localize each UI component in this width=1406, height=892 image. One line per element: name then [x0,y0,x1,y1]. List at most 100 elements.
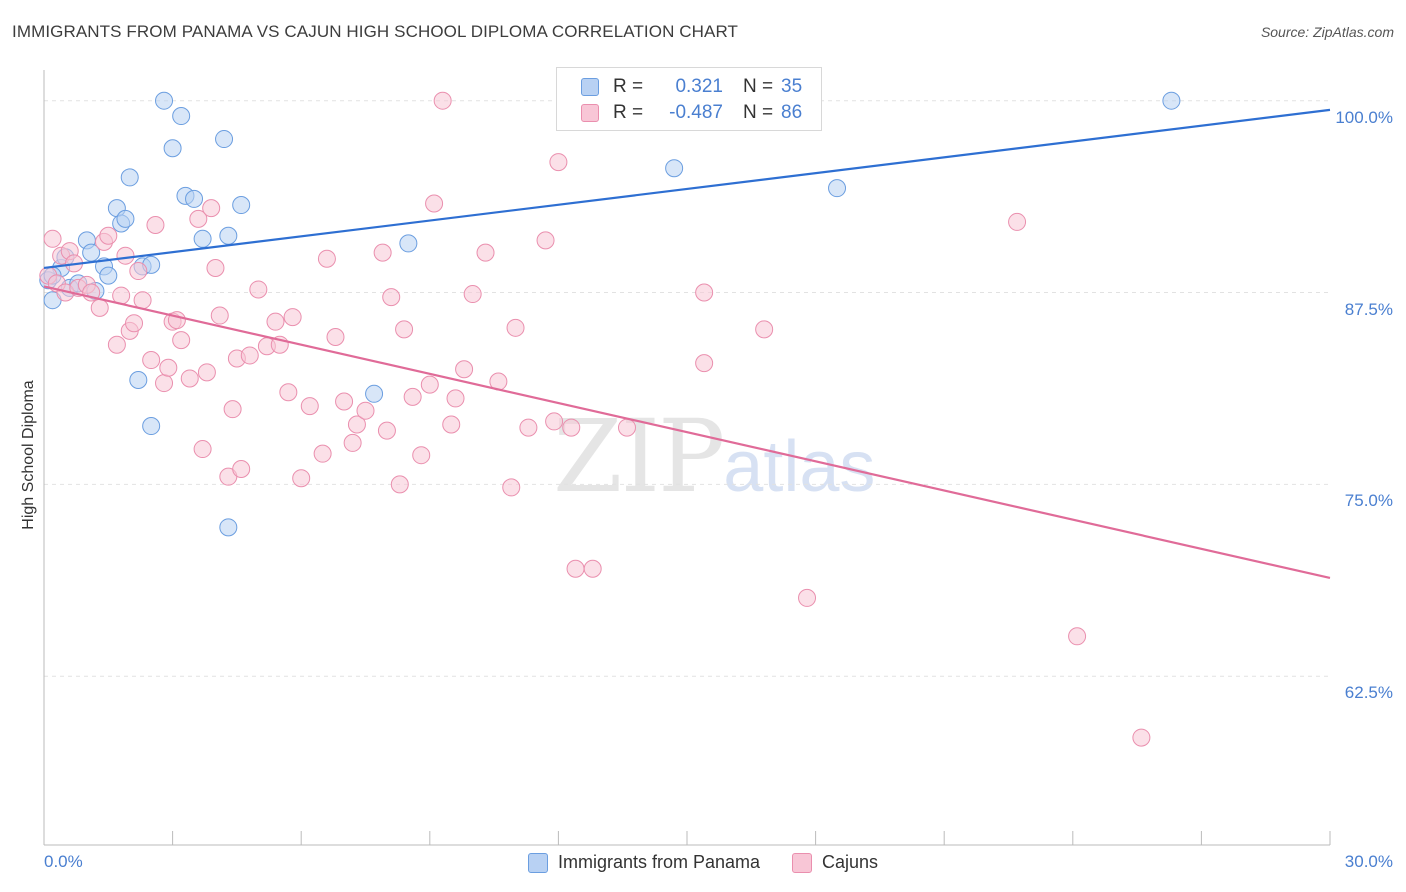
y-tick-label: 75.0% [1344,491,1393,511]
y-axis-label: High School Diploma [20,380,37,530]
cajun-point [335,392,354,411]
panama-point [399,234,418,253]
panama-point [99,266,118,285]
cajun-point [545,412,564,431]
cajun-point [223,400,242,419]
cajun-point [373,243,392,262]
cajun-point [536,231,555,250]
cajun-point [343,433,362,452]
cajun-point [283,308,302,327]
legend-r-label: R = [613,76,644,97]
x-tick-label-max: 30.0% [1344,852,1393,871]
cajun-point [755,320,774,339]
cajun-point [155,374,174,393]
cajun-point [197,363,216,382]
panama-point [365,384,384,403]
panama-point [193,229,212,248]
panama-point [116,209,135,228]
legend-label-cajuns: Cajuns [822,852,879,872]
cajun-point [189,209,208,228]
cajun-point [356,401,375,420]
cajun-point [279,383,298,402]
panama-point [163,139,182,158]
legend-row-panama: R = 0.321 N = 35 [581,76,802,98]
cajun-point [266,312,285,331]
panama-point [155,91,174,110]
watermark-atlas: atlas [723,427,876,507]
cajun-point [317,249,336,268]
legend-item-panama: Immigrants from Panama [527,852,760,873]
cajun-point [202,199,221,218]
panama-point [219,518,238,537]
cajun-trend-line [43,285,1331,580]
panama-point [215,130,234,149]
cajun-point [463,285,482,304]
legend-n-label: N = [743,76,774,97]
panama-trend-line [43,108,1331,270]
panama-point [120,168,139,187]
cajun-point [420,375,439,394]
legend-swatch-blue [527,852,548,873]
panama-point [129,371,148,389]
chart-title: IMMIGRANTS FROM PANAMA VS CAJUN HIGH SCH… [12,22,739,41]
cajun-point [90,298,109,317]
panama-point [142,417,161,436]
legend-swatch-pink [792,852,813,873]
y-tick-label: 87.5% [1344,299,1393,319]
cajun-point [116,246,135,265]
cajun-point [146,216,165,234]
cajun-point [1068,627,1087,646]
cajun-point [433,91,452,110]
cajun-point [43,229,62,248]
cajun-point [180,369,199,388]
cajun-point [562,418,581,437]
legend-row-cajuns: R = -0.487 N = 86 [581,102,802,124]
legend-r-label: R = [613,102,644,123]
legend-swatch-blue [581,78,599,96]
cajun-point [232,460,251,479]
stats-legend: R = 0.321 N = 35 R = -0.487 N = 86 [556,67,822,131]
legend-n-value: 35 [781,76,803,97]
cajun-point [107,335,126,354]
cajun-point [193,440,212,459]
y-tick-label: 100.0% [1335,107,1393,127]
legend-n-value: 86 [781,102,803,123]
cajun-point [549,153,568,172]
watermark: ZIPatlas [553,398,875,515]
legend-n-label: N = [743,102,774,123]
panama-point [185,189,204,208]
cajun-point [1132,728,1151,747]
watermark-zip: ZIP [553,398,725,515]
cajun-point [300,397,319,416]
cajun-point [390,475,409,494]
cajun-point [326,328,345,347]
panama-point [172,107,191,126]
cajun-point [159,358,178,377]
legend-r-value: -0.487 [669,102,723,123]
cajun-point [617,418,636,437]
series-legend: Immigrants from Panama Cajuns [0,852,1406,873]
cajun-point [172,331,191,350]
cajun-point [142,351,161,370]
cajun-point [425,194,444,213]
cajun-point [249,280,268,299]
cajun-point [506,318,525,337]
panama-point [219,226,238,245]
source-label: Source: ZipAtlas.com [1260,24,1394,40]
cajun-point [129,262,148,281]
cajun-point [240,346,259,365]
cajun-point [583,559,602,578]
panama-point [1162,91,1181,110]
cajun-point [133,291,152,310]
y-tick-label: 62.5% [1344,683,1393,703]
cajun-point [412,446,431,465]
cajun-point [313,444,332,463]
cajun-point [403,387,422,406]
cajun-point [292,469,311,488]
cajun-point [519,418,538,437]
legend-swatch-pink [581,104,599,122]
cajun-point [99,226,118,245]
cajun-point [442,415,461,434]
x-tick-label-min: 0.0% [44,852,83,871]
